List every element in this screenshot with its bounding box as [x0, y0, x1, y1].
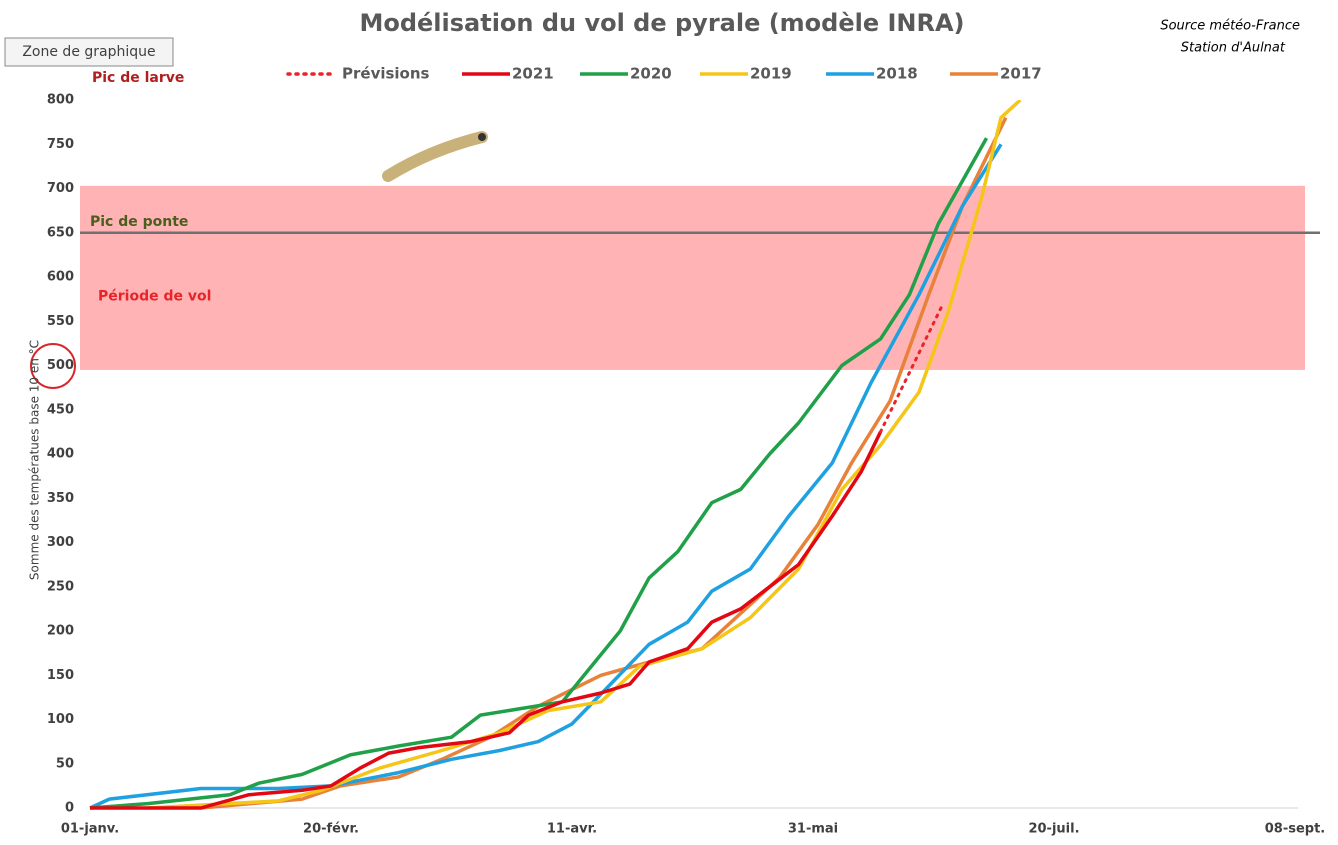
y-axis-label: Somme des températues base 10 en °C: [28, 340, 42, 580]
source: Station d'Aulnat: [1181, 41, 1286, 56]
y-tick-label: 800: [47, 93, 74, 108]
y-tick-label: 400: [47, 447, 74, 462]
x-tick-label: 01-janv.: [61, 822, 119, 837]
flight-band: [80, 185, 1305, 370]
larva-icon: [382, 131, 488, 182]
legend-label: Prévisions: [342, 65, 430, 83]
series-line: [89, 137, 989, 810]
y-tick-label: 500: [47, 358, 74, 373]
highlight-circle: [30, 343, 76, 389]
y-tick-label: 50: [56, 756, 74, 771]
x-tick-label: 08-sept.: [1265, 822, 1326, 837]
egg-peak-label: Pic de ponte: [90, 214, 188, 230]
legend-label: 2018: [876, 65, 918, 83]
y-tick-label: 600: [47, 270, 74, 285]
tooltip-box: [4, 37, 174, 67]
y-tick-label: 450: [47, 402, 74, 417]
source: Source météo-France: [1160, 19, 1300, 34]
x-tick-label: 31-mai: [788, 822, 838, 837]
legend-label: 2019: [750, 65, 792, 83]
series-line: [89, 143, 1003, 810]
y-tick-label: 750: [47, 137, 74, 152]
series-line: [879, 302, 945, 434]
y-tick-label: 700: [47, 181, 74, 196]
x-tick-label: 20-juil.: [1028, 822, 1079, 837]
y-tick-label: 300: [47, 535, 74, 550]
y-tick-label: 0: [65, 801, 74, 816]
band-label: Période de vol: [98, 288, 211, 304]
series-line: [147, 100, 1022, 810]
y-tick-label: 100: [47, 712, 74, 727]
x-tick-label: 11-avr.: [547, 822, 597, 837]
series-line: [90, 431, 883, 810]
y-tick-label: 200: [47, 624, 74, 639]
legend-label: 2021: [512, 65, 554, 83]
chart-title: Modélisation du vol de pyrale (modèle IN…: [359, 9, 964, 37]
tooltip: Zone de graphique: [22, 44, 155, 60]
y-tick-label: 150: [47, 668, 74, 683]
legend-label: 2020: [630, 65, 672, 83]
larva-peak-label: Pic de larve: [92, 70, 184, 86]
y-tick-label: 550: [47, 314, 74, 329]
y-tick-label: 250: [47, 579, 74, 594]
legend-label: 2017: [1000, 65, 1042, 83]
y-tick-label: 650: [47, 225, 74, 240]
y-tick-label: 350: [47, 491, 74, 506]
x-tick-label: 20-févr.: [303, 822, 359, 837]
